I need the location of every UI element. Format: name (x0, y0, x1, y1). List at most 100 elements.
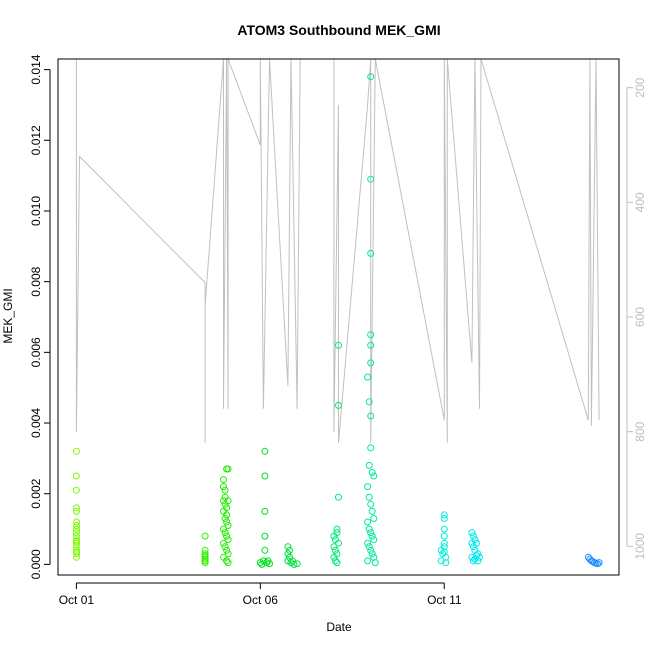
x-axis-label: Date (326, 620, 352, 634)
data-point-s5-p5 (335, 341, 342, 349)
data-point-s6-p2 (367, 249, 375, 257)
data-point-s6-p20 (367, 529, 375, 537)
data-point-s5-p13 (333, 529, 341, 537)
data-point-s5-p3 (335, 493, 342, 501)
data-point-s5-p4 (335, 401, 342, 409)
data-point-s7-p10 (442, 559, 450, 567)
data-point-s6-p6 (364, 373, 372, 381)
data-point-s6-p22 (370, 536, 378, 544)
data-point-s6-p15 (367, 500, 375, 508)
data-point-s6-p9 (367, 444, 375, 452)
data-point-s6-p8 (367, 412, 375, 420)
data-point-s8-p3 (468, 539, 476, 547)
data-point-s2-p17 (220, 539, 227, 547)
y-left-tick-label-4: 0.008 (29, 266, 43, 296)
data-point-s2-p10 (221, 515, 229, 522)
y-left-tick-label-1: 0.002 (29, 478, 43, 508)
data-point-s2-p18 (221, 543, 229, 551)
data-point-s6-p12 (370, 472, 378, 480)
data-point-s2-p11 (223, 518, 231, 526)
y-right-tick-label-1: 400 (633, 192, 647, 212)
data-point-s0-p4 (73, 507, 80, 515)
data-point-s7-p9 (437, 557, 445, 565)
x-tick-label-2: Oct 11 (427, 593, 462, 607)
data-point-s6-p3 (367, 331, 375, 339)
data-point-s8-p9 (469, 557, 477, 565)
data-point-s0-p9 (73, 532, 80, 540)
data-point-s3-p10 (266, 560, 273, 568)
y-axis-label: MEK_GMI (1, 288, 15, 343)
y-right-tick-label-0: 200 (633, 77, 647, 97)
data-point-s2-p1 (220, 483, 227, 491)
data-point-s3-p4 (261, 546, 269, 554)
data-point-s1-p5 (201, 559, 209, 567)
data-point-s8-p0 (468, 529, 476, 537)
data-point-s5-p7 (331, 546, 339, 554)
data-point-s0-p2 (72, 486, 80, 494)
y-left-tick-label-6: 0.012 (29, 125, 43, 155)
y-right-tick-label-4: 1000 (633, 533, 647, 560)
secondary-line (75, 58, 600, 444)
data-point-s2-p4 (224, 465, 232, 473)
y-left-tick-label-3: 0.006 (29, 337, 43, 367)
data-point-s0-p5 (73, 518, 81, 526)
data-point-s0-p12 (72, 543, 80, 551)
y-left-tick-label-2: 0.004 (29, 408, 43, 438)
data-point-s6-p17 (370, 515, 378, 522)
y-left-tick-label-5: 0.010 (29, 196, 43, 226)
data-point-s6-p0 (367, 73, 375, 81)
data-point-s2-p23 (224, 559, 232, 567)
y-left-tick-label-7: 0.014 (29, 54, 43, 84)
data-point-s0-p15 (73, 553, 80, 561)
data-point-s6-p5 (367, 359, 375, 367)
data-point-s8-p6 (473, 539, 480, 547)
data-point-s6-p24 (365, 543, 373, 551)
plot-layer (72, 58, 603, 568)
data-point-s7-p11 (440, 548, 448, 556)
data-point-s2-p19 (223, 546, 231, 554)
data-point-s6-p1 (367, 175, 375, 183)
data-point-s1-p6 (201, 552, 209, 560)
data-point-s8-p12 (474, 557, 482, 565)
data-point-s6-p7 (365, 398, 373, 406)
data-point-s6-p25 (367, 546, 375, 554)
x-tick-label-0: Oct 01 (59, 593, 95, 607)
data-point-s3-p8 (263, 559, 270, 567)
data-point-s1-p1 (201, 546, 209, 554)
data-point-s0-p7 (73, 525, 81, 533)
data-point-s4-p2 (284, 550, 292, 558)
data-point-s5-p12 (335, 539, 342, 547)
data-point-s6-p19 (365, 525, 373, 533)
data-point-s5-p11 (333, 559, 341, 567)
data-point-s6-p16 (368, 507, 376, 515)
chart-title: ATOM3 Southbound MEK_GMI (237, 22, 440, 38)
data-point-s6-p11 (368, 469, 376, 476)
data-point-s1-p7 (201, 555, 209, 563)
data-point-s7-p4 (440, 539, 448, 547)
data-point-s3-p2 (261, 507, 269, 515)
data-point-s2-p15 (223, 532, 231, 540)
data-point-s4-p1 (286, 546, 293, 554)
y-right-tick-label-3: 800 (633, 421, 647, 441)
data-point-s9-p6 (594, 560, 601, 568)
data-point-s0-p1 (72, 472, 80, 480)
data-point-s2-p20 (224, 550, 232, 558)
data-point-s4-p8 (289, 557, 296, 565)
data-point-s1-p0 (201, 532, 209, 540)
data-point-s2-p14 (221, 529, 229, 537)
x-tick-label-1: Oct 06 (243, 593, 279, 607)
data-point-s0-p0 (72, 447, 80, 455)
data-point-s0-p16 (73, 548, 81, 556)
y-right-tick-label-2: 600 (633, 307, 647, 327)
data-point-s3-p3 (261, 532, 269, 540)
data-point-s2-p2 (221, 486, 229, 494)
data-point-s2-p12 (224, 522, 232, 529)
data-point-s9-p7 (595, 559, 603, 567)
axis-layer: 0.000 0.002 0.004 0.006 0.008 0.010 0.012 0.014… (29, 54, 647, 607)
data-point-s8-p13 (476, 553, 483, 561)
data-point-s6-p10 (365, 461, 373, 469)
data-point-s5-p9 (330, 553, 338, 561)
data-point-s7-p3 (440, 532, 448, 540)
data-point-s0-p8 (72, 529, 80, 537)
